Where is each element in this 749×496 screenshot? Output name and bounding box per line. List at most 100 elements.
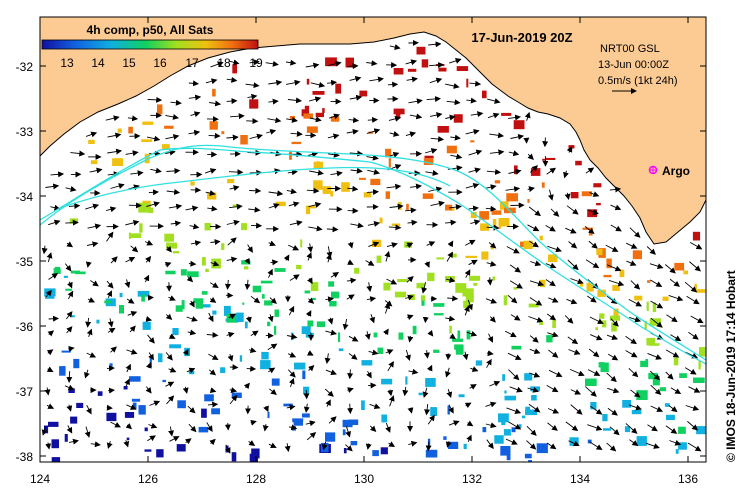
sst-patch [631,410,642,415]
current-arrow [248,440,256,446]
sst-patch [679,373,687,378]
current-arrow [587,424,603,431]
current-arrow [405,349,411,362]
current-arrow [170,220,182,227]
sst-patch [447,405,450,415]
sst-patch [148,207,154,214]
current-arrow [287,352,297,358]
current-arrow [66,326,73,334]
sst-patch [619,269,625,278]
sst-patch [61,350,71,353]
sst-patch [305,205,311,215]
current-vectors [41,39,704,454]
argo-marker[interactable]: Argo [648,164,690,178]
sst-patch [142,321,151,330]
sst-patch [492,219,497,228]
sst-patch [593,183,602,188]
current-arrow [130,245,139,253]
info-date: 13-Jun 00:00Z [598,59,669,71]
sst-patch [391,223,401,226]
current-arrow [207,312,214,323]
current-arrow [66,241,74,248]
current-arrow [290,130,303,137]
sst-patch [325,57,337,67]
current-arrow [448,404,454,414]
current-arrow [165,352,173,361]
current-arrow [684,281,698,293]
current-arrow [128,184,140,191]
current-arrow [305,420,316,427]
current-arrow [268,203,280,209]
sst-patch [609,315,621,321]
sst-patch [322,186,331,194]
sst-patch [506,450,511,461]
current-arrow [687,442,702,452]
current-arrow [66,371,73,383]
current-arrow [326,226,339,233]
sst-patch [204,394,214,402]
sst-patch [581,191,592,197]
sst-patch [552,318,556,328]
sst-patch [144,153,150,164]
sst-patch [385,148,392,158]
current-arrow [307,297,315,304]
sst-patch [181,300,185,310]
current-arrow [210,239,221,246]
sst-patch [376,255,382,263]
sst-patch [511,427,516,433]
current-arrow [47,330,55,337]
current-arrow [168,333,176,339]
current-arrow [168,203,183,210]
sst-patch [322,108,325,113]
current-arrow [346,294,355,301]
sst-patch [261,294,265,299]
current-arrow [347,403,354,415]
current-arrow [89,167,103,174]
current-arrow [289,220,303,227]
current-arrow [327,317,334,325]
current-arrow [485,422,497,429]
current-arrow [368,349,379,356]
current-arrow [346,277,357,284]
current-arrow [188,80,199,87]
current-arrow [386,242,398,249]
current-arrow [650,300,664,309]
current-arrow [607,353,619,361]
sst-patch [370,178,381,186]
current-arrow [205,78,218,85]
sst-patch [470,140,475,143]
current-arrow [509,264,522,273]
current-arrow [489,380,501,387]
plot-frame [39,16,707,463]
current-arrow [509,386,523,393]
current-arrow [485,401,497,408]
current-arrow [226,134,239,141]
current-arrow [85,261,92,268]
sst-patch [90,160,98,165]
current-arrow [229,394,238,405]
current-arrow [210,61,224,68]
sst-patch [491,210,502,215]
sst-patch [361,360,373,366]
current-arrow [369,76,384,83]
current-arrow [144,239,154,246]
sst-patch [212,88,216,97]
sst-patch [221,243,225,250]
current-arrow [367,116,379,123]
current-arrow [563,170,569,179]
current-arrow [406,242,414,249]
current-arrow [548,297,559,303]
current-arrow [227,237,237,246]
sst-patch [422,193,434,199]
current-arrow [125,257,136,263]
current-arrow [306,350,314,356]
current-arrow [126,348,138,355]
current-arrow [270,259,279,266]
current-arrow [568,349,581,355]
sst-patch [636,390,648,400]
current-arrow [587,369,601,376]
sst-patch [119,292,123,298]
sst-patch [300,239,303,248]
sst-patch [524,453,532,459]
current-arrow [347,242,354,249]
